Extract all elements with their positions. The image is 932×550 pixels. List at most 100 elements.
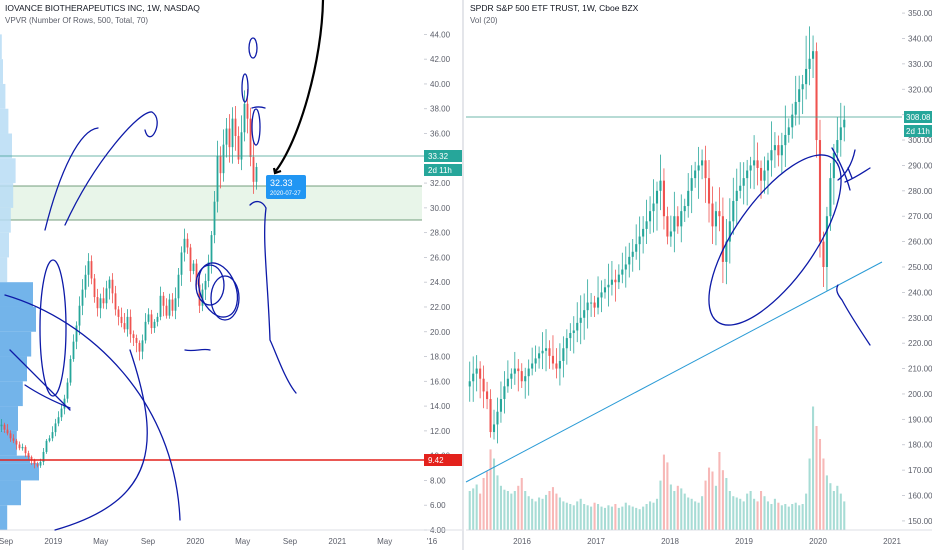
y-tick-label: 20.00 [430,328,451,337]
vpvr-bar [0,133,12,159]
vpvr-bar [0,306,36,332]
volume-bar [780,505,783,530]
y-tick-label: 6.00 [430,501,446,510]
price-axis[interactable]: 44.0042.0040.0038.0036.0034.0032.0030.00… [424,30,451,535]
volume-bar [503,489,506,530]
candle-body [527,368,530,377]
candle-body [739,185,742,191]
candle-body [818,140,822,242]
iovance-chart[interactable]: 44.0042.0040.0038.0036.0034.0032.0030.00… [0,0,462,550]
volume-bar [520,478,523,530]
candle-body [746,170,749,179]
volume-bar [579,498,582,530]
y-tick-label: 38.00 [430,105,451,114]
volume-bar [527,496,530,530]
volume-bar [621,506,624,530]
vpvr-bar [0,108,9,134]
candles-layer [468,26,846,444]
volume-bar [642,506,645,530]
x-tick-label: May [93,537,108,546]
time-axis[interactable]: Sep 2019 May Sep 2020 May Sep 2021 May '16 [0,537,438,546]
candle-body [132,334,135,338]
candle-body [165,305,168,316]
vpvr-bar [0,480,21,506]
last-price-tag [904,111,932,123]
candle-body [219,155,222,174]
y-tick-label: 14.00 [430,402,451,411]
y-tick-label: 30.00 [430,204,451,213]
volume-bar [739,498,742,530]
x-tick-label: 2020 [809,537,827,546]
time-axis[interactable]: 2016 2017 2018 2019 2020 2021 [513,537,901,546]
candle-body [0,424,3,427]
candle-body [784,134,787,146]
x-tick-label: 2019 [44,537,62,546]
candle-body [593,302,596,308]
candle-body [207,262,210,281]
candle-body [150,314,153,329]
x-tick-label: Sep [283,537,298,546]
red-level-tag-label: 9.42 [428,456,444,465]
y-tick-label: 230.00 [908,314,932,323]
candle-body [54,423,57,433]
candle-body [135,337,138,343]
candle-body [812,51,815,59]
candle-body [683,206,686,212]
volume-bar [669,484,672,530]
candle-body [234,118,237,136]
red-level-tag [424,454,462,466]
candle-body [770,150,773,161]
x-tick-label: 2020 [186,537,204,546]
candle-body [99,298,102,309]
candle-body [108,279,111,289]
volume-bar [759,491,763,530]
volume-bar [704,480,707,530]
y-tick-label: 290.00 [908,161,932,170]
volume-bar [805,493,808,530]
volume-bar [489,449,492,530]
x-tick-label: 2021 [328,537,346,546]
candle-body [666,216,669,237]
candle-body [843,119,846,128]
volume-bar [721,470,724,530]
volume-bar [638,509,641,530]
candle-body [147,314,150,322]
candle-body [610,279,613,285]
vpvr-bar [0,463,39,481]
drawing-ellipse [241,73,249,103]
volume-bar [652,502,655,530]
candle-body [177,274,180,299]
candle-body [141,340,144,352]
candle-body [822,241,825,267]
candle-body [117,309,120,317]
volume-bar [628,505,631,530]
candle-body [624,264,627,270]
volume-bar [701,496,704,530]
price-axis[interactable]: 350.00340.00330.00320.00310.00300.00290.… [902,9,932,526]
y-tick-label: 32.00 [430,179,451,188]
y-tick-label: 4.00 [430,526,446,535]
candle-body [805,68,808,85]
volume-bar [742,501,745,530]
drawing-arc [4,294,181,521]
volume-bar [551,487,555,530]
black-arrow-head [272,167,282,175]
candle-body [655,190,659,204]
candle-body [9,433,12,439]
volume-bar [676,485,679,530]
volume-bar [506,491,509,530]
y-tick-label: 44.00 [430,30,451,39]
volume-bar [510,493,513,530]
right-chart-title: SPDR S&P 500 ETF TRUST, 1W, Cboe BZX [470,3,639,13]
volume-bar [555,493,558,530]
candle-body [524,376,527,382]
candle-body [72,341,75,360]
volume-bar [815,426,818,530]
volume-bar [524,491,527,530]
candle-body [204,280,207,290]
candle-body [701,160,704,166]
candle-body [111,279,114,294]
x-tick-label: Sep [141,537,156,546]
spy-chart[interactable]: 350.00340.00330.00320.00310.00300.00290.… [465,3,932,546]
